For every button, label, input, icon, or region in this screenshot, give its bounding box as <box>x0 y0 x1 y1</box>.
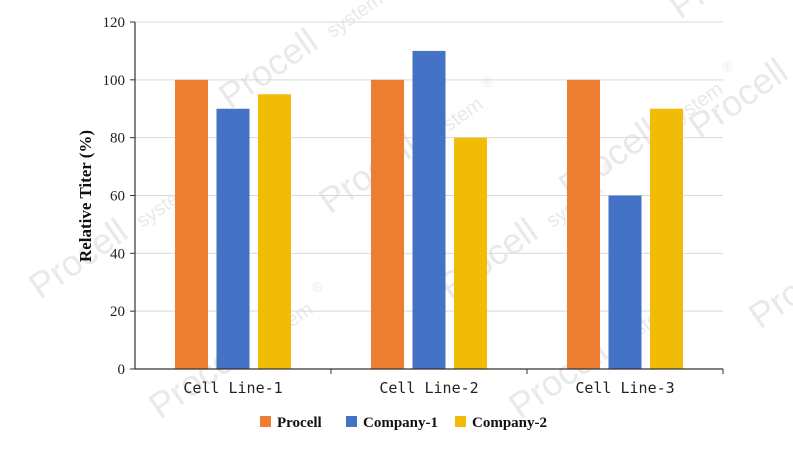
bar-company-2-3 <box>650 108 683 369</box>
y-tick-label: 20 <box>110 304 125 320</box>
bar-company-1-2 <box>412 50 446 370</box>
watermark-text: Procell <box>311 125 425 222</box>
bar-company-2-1 <box>258 94 291 370</box>
y-tick-label: 60 <box>110 189 125 205</box>
y-tick-label: 0 <box>118 362 126 378</box>
legend-swatch <box>455 416 466 427</box>
x-tick-label: Cell Line-1 <box>183 379 282 397</box>
bar-procell-3 <box>567 79 600 369</box>
y-tick-labels: 0 20 40 60 80 100 120 <box>103 15 126 378</box>
watermark-mark: ® <box>478 72 496 91</box>
bar-procell-1 <box>175 79 208 369</box>
legend-swatch <box>346 416 357 427</box>
x-tick-label: Cell Line-3 <box>575 379 674 397</box>
legend-label: Procell <box>277 415 322 431</box>
legend-label: Company-2 <box>472 415 547 431</box>
watermark-text: Procell <box>431 210 545 307</box>
x-tick-labels: Cell Line-1 Cell Line-2 Cell Line-3 <box>183 379 674 397</box>
bar-procell-2 <box>371 79 404 369</box>
legend: Procell Company-1 Company-2 <box>260 415 547 431</box>
bar-company-2-2 <box>454 137 487 369</box>
y-tick-label: 80 <box>110 131 125 147</box>
bar-company-1-1 <box>216 108 250 369</box>
y-tick-label: 120 <box>103 15 126 31</box>
legend-swatch <box>260 416 271 427</box>
y-axis-label: Relative Titer (%) <box>76 130 95 262</box>
watermark-subtext: system <box>323 0 388 42</box>
watermark-mark: ® <box>718 57 736 76</box>
bars <box>175 50 683 370</box>
bar-company-1-3 <box>608 195 642 369</box>
y-tick-label: 40 <box>110 246 125 262</box>
y-tick-label: 100 <box>103 73 126 89</box>
axes <box>134 22 724 374</box>
watermark-text: Procell <box>661 0 775 27</box>
watermark-text: Procell <box>741 240 793 337</box>
x-tick-label: Cell Line-2 <box>379 379 478 397</box>
legend-label: Company-1 <box>363 415 438 431</box>
watermark-mark: ® <box>308 277 326 296</box>
